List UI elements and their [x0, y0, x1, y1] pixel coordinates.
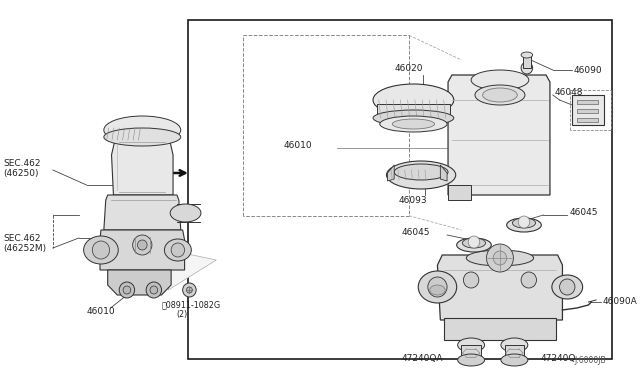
Text: 46045: 46045	[402, 228, 430, 237]
Ellipse shape	[507, 218, 541, 232]
Ellipse shape	[513, 218, 536, 228]
Ellipse shape	[104, 128, 180, 146]
Ellipse shape	[392, 119, 435, 129]
Circle shape	[428, 277, 447, 297]
Circle shape	[150, 286, 157, 294]
Text: (46250): (46250)	[3, 169, 38, 177]
Polygon shape	[108, 270, 171, 295]
Ellipse shape	[475, 85, 525, 105]
Text: ⓝ08911-1082G: ⓝ08911-1082G	[161, 301, 221, 310]
Text: (46252M): (46252M)	[3, 244, 46, 253]
Bar	[188, 20, 612, 359]
Ellipse shape	[380, 116, 447, 132]
Ellipse shape	[501, 338, 528, 352]
Text: 47240Q: 47240Q	[540, 353, 576, 362]
Text: 46010: 46010	[86, 308, 115, 317]
Text: J:6000JB: J:6000JB	[574, 356, 605, 365]
Text: 46093: 46093	[399, 196, 428, 205]
Circle shape	[468, 236, 480, 248]
Ellipse shape	[84, 236, 118, 264]
Bar	[577, 118, 598, 122]
Polygon shape	[444, 318, 556, 340]
Bar	[461, 345, 481, 360]
Polygon shape	[111, 138, 173, 195]
Ellipse shape	[458, 338, 484, 352]
Bar	[505, 345, 524, 360]
Polygon shape	[168, 250, 216, 290]
Ellipse shape	[467, 250, 534, 266]
Circle shape	[132, 235, 152, 255]
Text: 46048: 46048	[555, 87, 583, 96]
Circle shape	[463, 272, 479, 288]
Text: (2): (2)	[176, 311, 187, 320]
Polygon shape	[448, 185, 471, 200]
Ellipse shape	[418, 271, 457, 303]
Circle shape	[138, 240, 147, 250]
Text: 46090: 46090	[574, 65, 603, 74]
Bar	[577, 100, 598, 104]
Circle shape	[182, 283, 196, 297]
Polygon shape	[440, 165, 447, 181]
Ellipse shape	[463, 238, 486, 248]
Circle shape	[493, 251, 507, 265]
Circle shape	[119, 282, 134, 298]
Bar	[523, 55, 531, 68]
Circle shape	[559, 279, 575, 295]
Polygon shape	[377, 104, 450, 118]
Text: 46090A: 46090A	[603, 298, 637, 307]
Ellipse shape	[164, 239, 191, 261]
Circle shape	[123, 286, 131, 294]
Polygon shape	[100, 230, 184, 270]
Bar	[577, 109, 598, 113]
Ellipse shape	[170, 204, 201, 222]
Polygon shape	[387, 165, 394, 181]
Polygon shape	[448, 75, 550, 195]
Text: SEC.462: SEC.462	[3, 234, 40, 243]
Text: 46045: 46045	[569, 208, 598, 217]
Text: 47240QA: 47240QA	[402, 353, 444, 362]
Polygon shape	[572, 95, 604, 125]
Circle shape	[171, 243, 184, 257]
Ellipse shape	[501, 354, 528, 366]
Circle shape	[521, 62, 532, 74]
Ellipse shape	[521, 52, 532, 58]
Ellipse shape	[387, 161, 456, 189]
Circle shape	[486, 244, 513, 272]
Ellipse shape	[458, 354, 484, 366]
Ellipse shape	[373, 110, 454, 126]
Polygon shape	[438, 255, 563, 320]
Ellipse shape	[552, 275, 582, 299]
Polygon shape	[104, 195, 180, 230]
Text: 46020: 46020	[394, 64, 422, 73]
Ellipse shape	[373, 84, 454, 116]
Circle shape	[92, 241, 109, 259]
Circle shape	[186, 287, 192, 293]
Ellipse shape	[483, 88, 517, 102]
Ellipse shape	[394, 164, 448, 180]
Ellipse shape	[457, 238, 492, 252]
Text: 46010: 46010	[284, 141, 312, 150]
Ellipse shape	[430, 285, 445, 295]
Text: SEC.462: SEC.462	[3, 158, 40, 167]
Ellipse shape	[471, 70, 529, 90]
Ellipse shape	[104, 116, 180, 144]
Circle shape	[146, 282, 161, 298]
Circle shape	[521, 272, 536, 288]
Circle shape	[518, 216, 530, 228]
